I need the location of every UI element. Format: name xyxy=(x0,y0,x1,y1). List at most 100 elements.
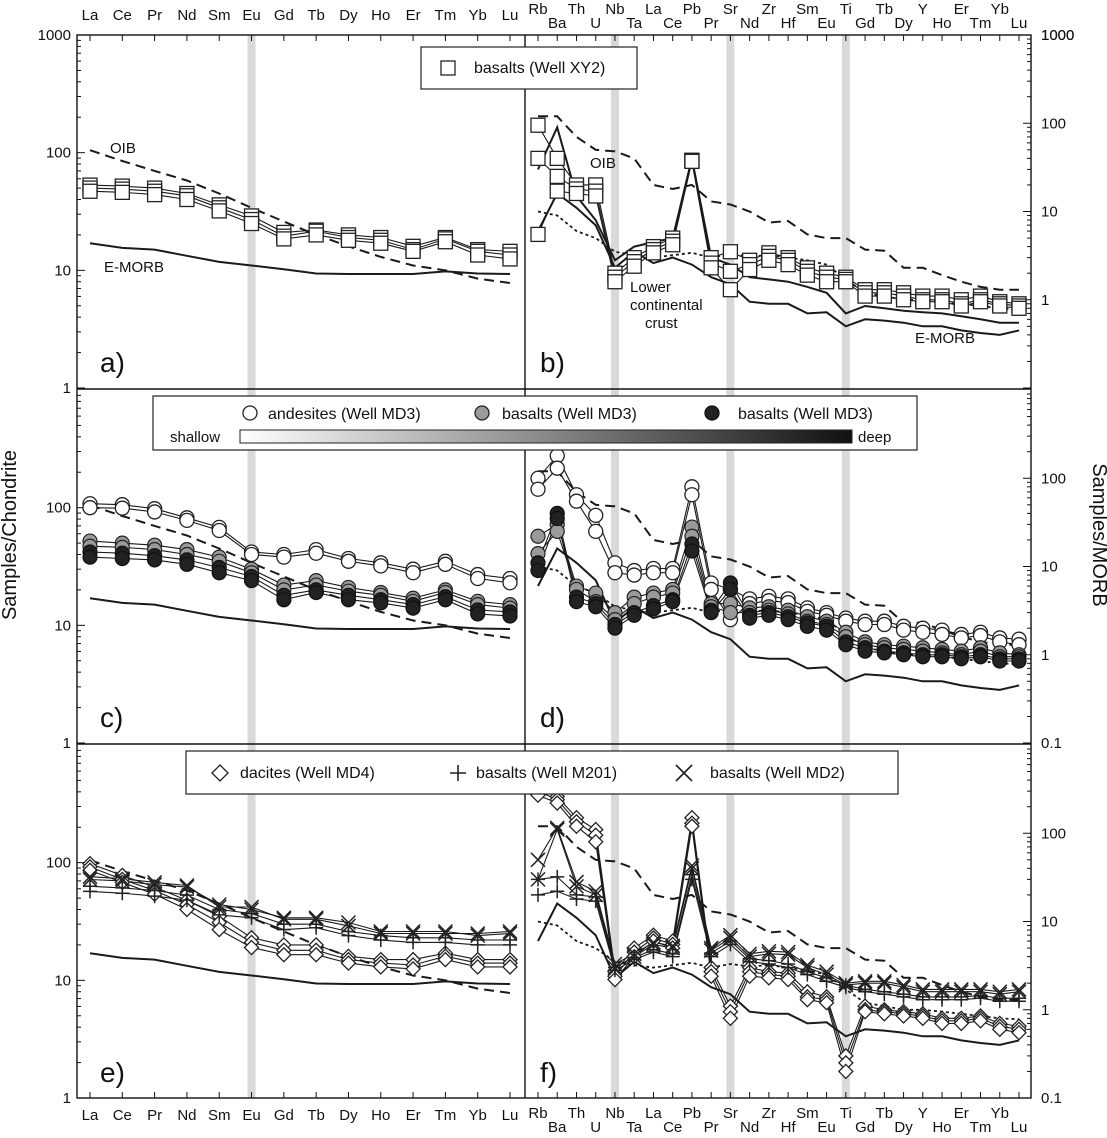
spider-label-bottom: Eu xyxy=(817,1119,835,1136)
x-marker xyxy=(953,984,969,1000)
spider-label-bottom: Dy xyxy=(894,1119,913,1136)
black-circle-marker xyxy=(876,645,892,661)
black-circle-marker xyxy=(568,594,585,610)
black-circle-marker xyxy=(340,592,357,608)
ree-label-top: Eu xyxy=(242,7,260,24)
diamond-marker xyxy=(684,818,700,835)
square-marker xyxy=(373,235,389,251)
spider-label-bottom: Gd xyxy=(855,1119,875,1136)
open-circle-marker xyxy=(684,487,700,503)
square-marker xyxy=(530,117,546,133)
x-marker xyxy=(684,858,700,874)
square-marker xyxy=(530,226,546,243)
left-tick-label: 10 xyxy=(54,262,71,279)
plus-marker xyxy=(569,887,584,902)
x-marker xyxy=(799,960,815,976)
plus-marker xyxy=(973,988,988,1003)
black-circle-marker xyxy=(761,607,777,623)
right-tick-label: 1 xyxy=(1041,292,1049,309)
spider-label-bottom: Yb xyxy=(991,1105,1009,1122)
open-circle-marker xyxy=(607,565,623,581)
ree-label-top: Ho xyxy=(371,7,390,24)
open-circle-marker xyxy=(588,507,604,523)
square-marker xyxy=(114,184,130,200)
black-circle-marker xyxy=(607,620,623,636)
square-marker xyxy=(876,288,892,304)
plus-marker xyxy=(877,984,892,999)
ree-label-bottom: Er xyxy=(406,1107,421,1124)
diamond-marker xyxy=(587,833,604,850)
ree-label-bottom: Nd xyxy=(177,1107,196,1124)
square-marker xyxy=(722,263,739,279)
ree-label-bottom: La xyxy=(82,1107,99,1124)
x-marker xyxy=(915,981,931,997)
ree-label-bottom: Eu xyxy=(242,1107,260,1124)
open-circle-marker xyxy=(114,500,130,516)
x-marker xyxy=(876,973,892,989)
diamond-marker xyxy=(953,1015,970,1032)
x-marker xyxy=(147,877,163,893)
diamond-marker xyxy=(1011,1024,1027,1041)
left-tick-label: 100 xyxy=(46,145,71,162)
square-marker xyxy=(340,232,357,248)
x-marker xyxy=(665,938,681,954)
x-marker xyxy=(179,877,195,894)
x-marker xyxy=(972,981,989,997)
legend-row3: dacites (Well MD4) basalts (Well M201) b… xyxy=(185,750,899,795)
x-marker xyxy=(742,946,758,962)
depth-gradient-bar xyxy=(239,429,853,444)
open-circle-marker xyxy=(179,512,195,529)
square-marker xyxy=(953,298,969,314)
spider-label-top: Lu xyxy=(1011,15,1028,32)
plus-marker xyxy=(83,879,97,894)
legend-row2: andesites (Well MD3) basalts (Well MD3) … xyxy=(152,395,918,451)
gray-circle-marker xyxy=(549,523,565,539)
black-circle-marker xyxy=(722,581,739,598)
x-marker xyxy=(761,943,777,959)
x-marker xyxy=(373,925,389,942)
square-marker xyxy=(549,183,565,199)
gray-circle-marker xyxy=(530,528,546,544)
spider-label-bottom: Zr xyxy=(762,1105,776,1122)
square-marker xyxy=(405,243,421,259)
x-marker xyxy=(992,984,1008,1000)
square-marker xyxy=(308,227,324,243)
emorb-reference-line xyxy=(89,597,511,630)
x-marker xyxy=(896,979,912,995)
spider-label-bottom: Er xyxy=(954,1105,969,1122)
open-circle-marker xyxy=(876,616,892,633)
x-marker xyxy=(896,977,912,993)
black-circle-marker xyxy=(857,643,873,659)
panel-letter-c: c) xyxy=(100,702,123,733)
black-circle-marker xyxy=(684,543,700,559)
square-marker xyxy=(838,274,854,290)
diamond-marker xyxy=(914,1010,931,1027)
emorb-reference-line xyxy=(89,242,511,275)
diamond-marker xyxy=(934,1015,950,1032)
right-tick-label: 100 xyxy=(1041,115,1066,132)
spider-label-top: U xyxy=(590,15,601,32)
diamond-marker xyxy=(703,968,720,985)
spider-label-bottom: Ce xyxy=(663,1119,682,1136)
axis-labels: 100010010110001001011001011001010.110010… xyxy=(38,1,1075,1136)
spider-label-top: Nb xyxy=(605,1,624,18)
black-circle-marker xyxy=(243,572,260,589)
plus-marker xyxy=(503,933,517,948)
black-circle-marker xyxy=(915,649,931,665)
square-marker xyxy=(972,294,989,310)
right-y-axis-title: Samples/MORB xyxy=(1088,463,1107,606)
spider-label-top: Ho xyxy=(932,15,951,32)
diamond-marker xyxy=(568,818,585,835)
legend-item-basalts-md2: basalts (Well MD2) xyxy=(710,765,845,782)
square-marker xyxy=(857,288,873,304)
spider-label-top: Gd xyxy=(855,15,875,32)
spider-label-bottom: Ba xyxy=(548,1119,567,1136)
spider-label-top: Dy xyxy=(894,15,913,32)
black-circle-marker xyxy=(549,510,565,527)
x-marker xyxy=(588,887,604,903)
diamond-marker xyxy=(437,951,454,968)
square-marker xyxy=(1011,300,1027,316)
label-emorb-b: E-MORB xyxy=(915,330,975,347)
panel-b-plot xyxy=(530,115,1027,336)
diamond-marker xyxy=(818,994,835,1011)
